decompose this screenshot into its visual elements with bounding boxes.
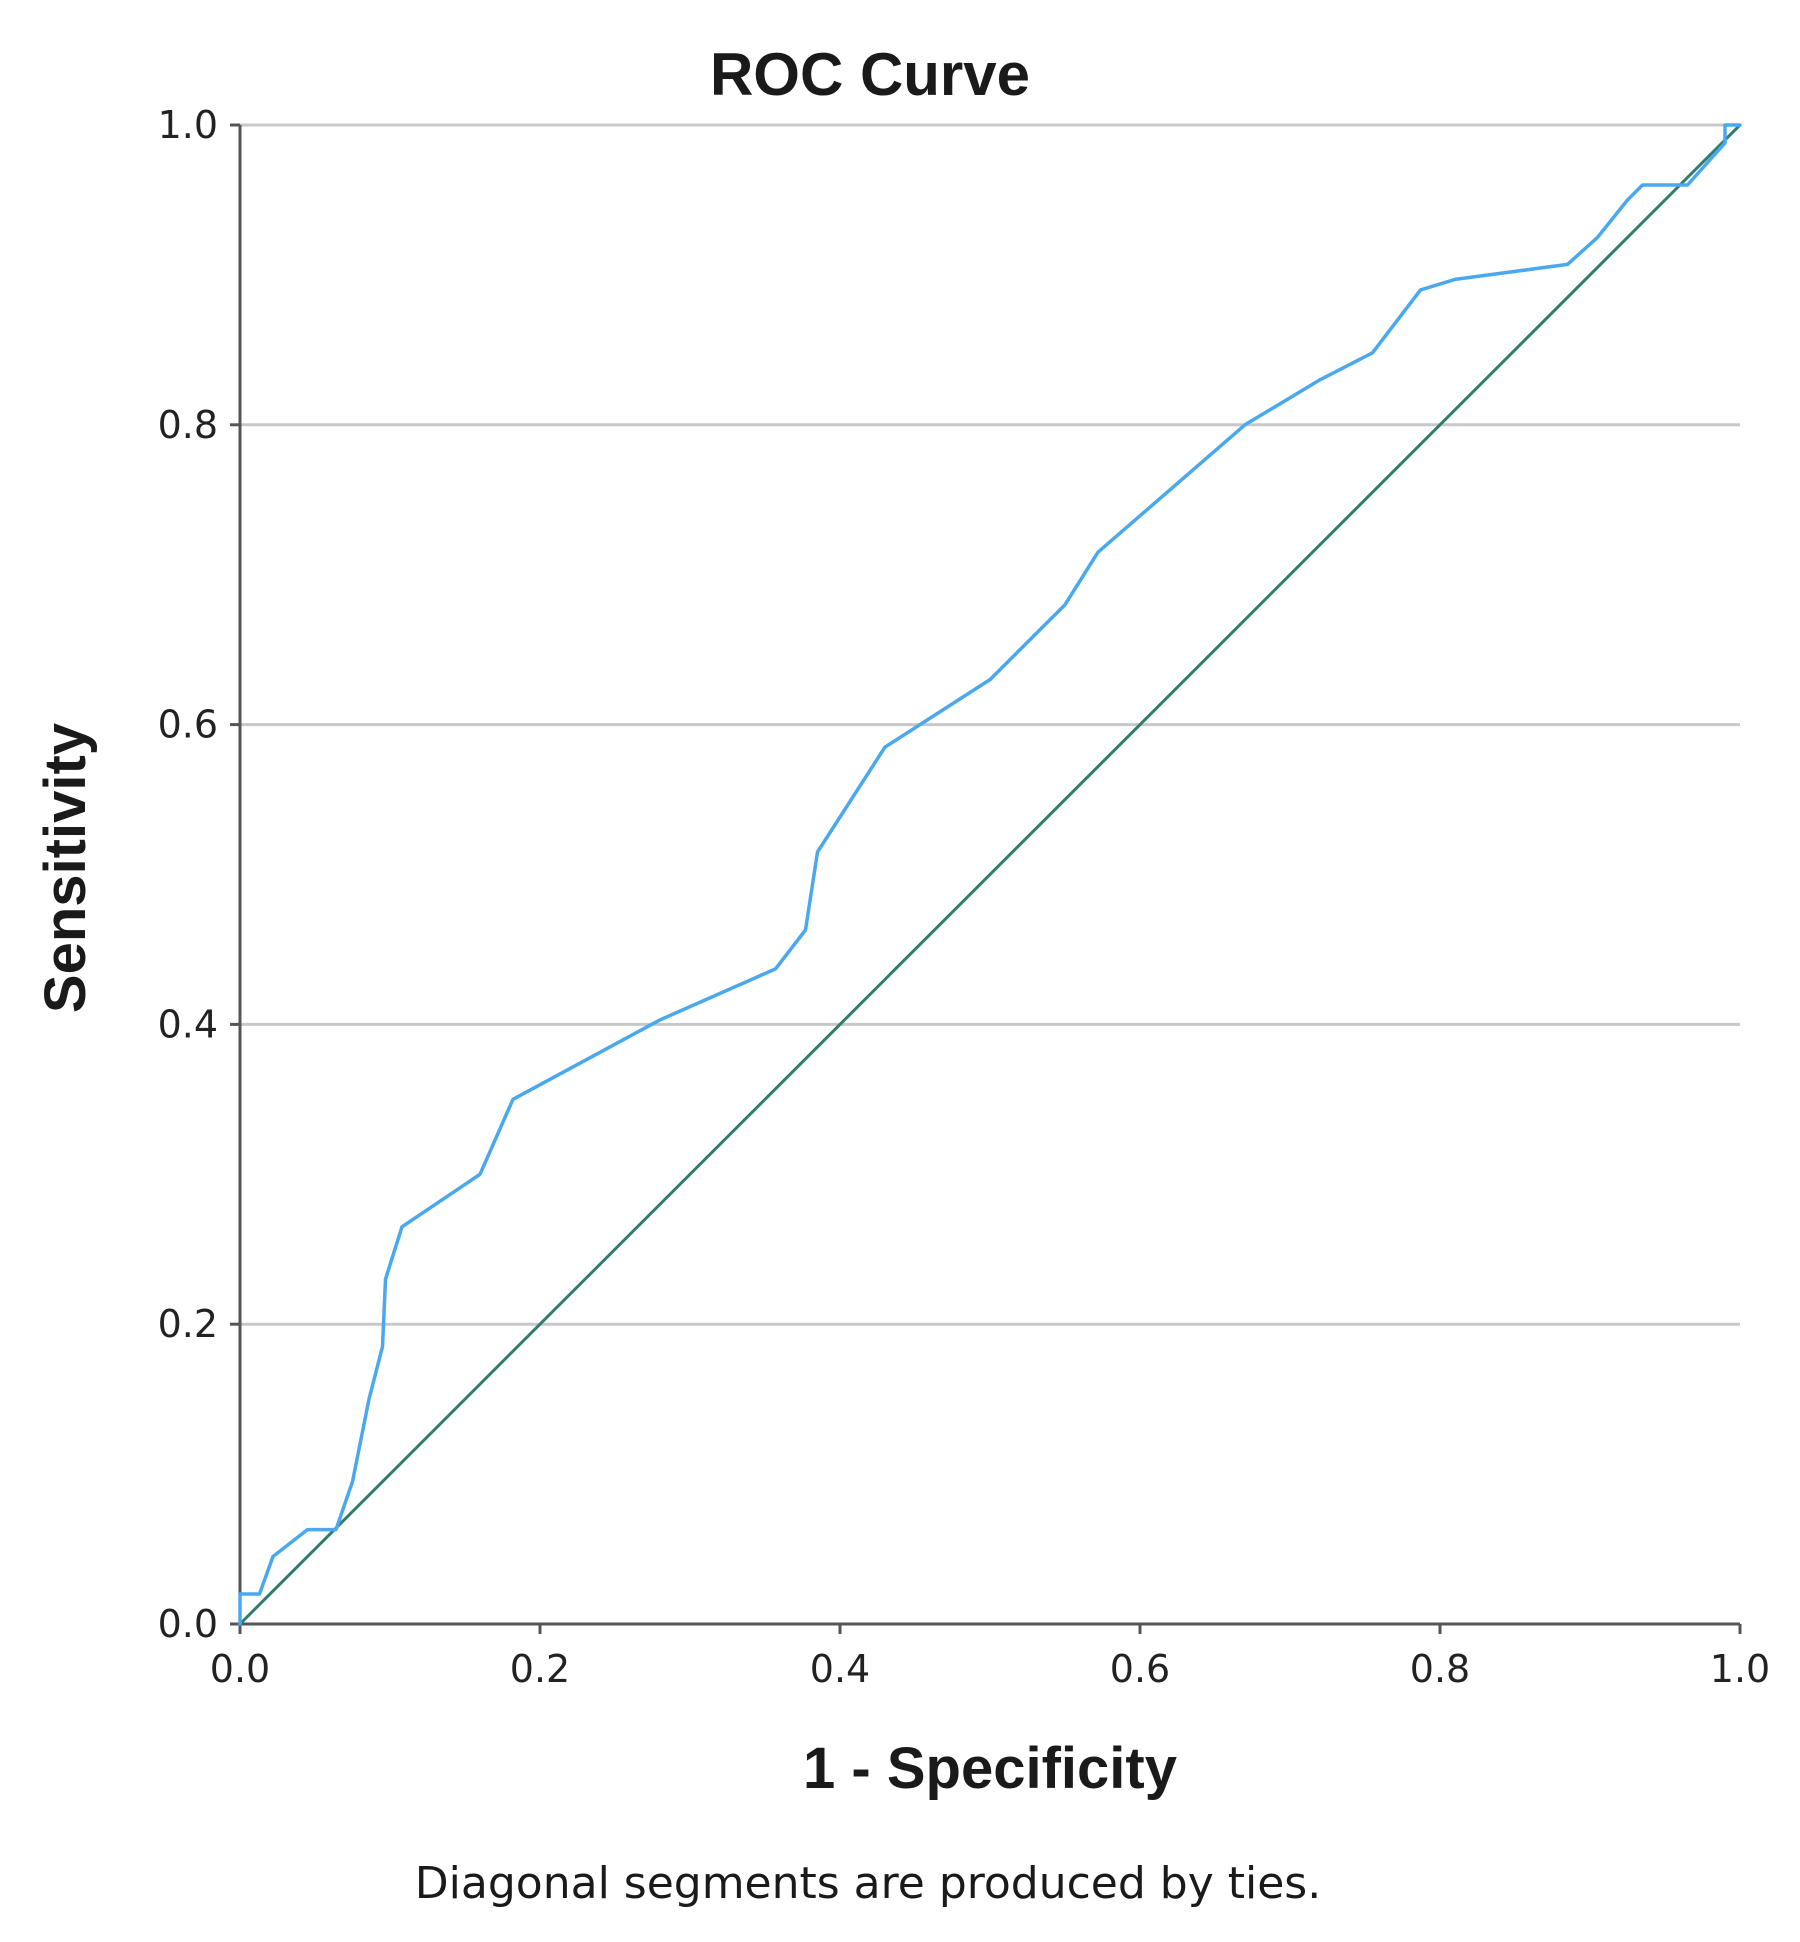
y-tick-labels: 0.0 0.2 0.4 0.6 0.8 1.0 <box>158 103 240 1646</box>
y-axis-title: Sensitivity <box>33 723 98 1013</box>
x-tick-label-4: 0.8 <box>1410 1647 1470 1691</box>
reference-line <box>238 123 1742 1626</box>
y-tick-label-4: 0.8 <box>158 403 218 447</box>
y-tick-label-1: 0.2 <box>158 1302 218 1346</box>
y-tick-label-2: 0.4 <box>158 1002 218 1046</box>
x-tick-label-1: 0.2 <box>510 1647 570 1691</box>
x-tick-label-3: 0.6 <box>1110 1647 1170 1691</box>
chart-title: ROC Curve <box>710 41 1030 108</box>
y-tick-label-3: 0.6 <box>158 703 218 747</box>
chart-footnote: Diagonal segments are produced by ties. <box>415 1858 1321 1909</box>
x-tick-label-2: 0.4 <box>810 1647 870 1691</box>
gridlines <box>240 123 1740 1326</box>
series-layer <box>238 123 1742 1626</box>
y-tick-label-5: 1.0 <box>158 103 218 147</box>
x-tick-label-0: 0.0 <box>210 1647 270 1691</box>
x-tick-labels: 0.0 0.2 0.4 0.6 0.8 1.0 <box>210 1624 1770 1691</box>
roc-curve-line <box>238 123 1742 1626</box>
y-tick-label-0: 0.0 <box>158 1602 218 1646</box>
x-axis-title: 1 - Specificity <box>803 1736 1177 1801</box>
x-tick-label-5: 1.0 <box>1710 1647 1770 1691</box>
